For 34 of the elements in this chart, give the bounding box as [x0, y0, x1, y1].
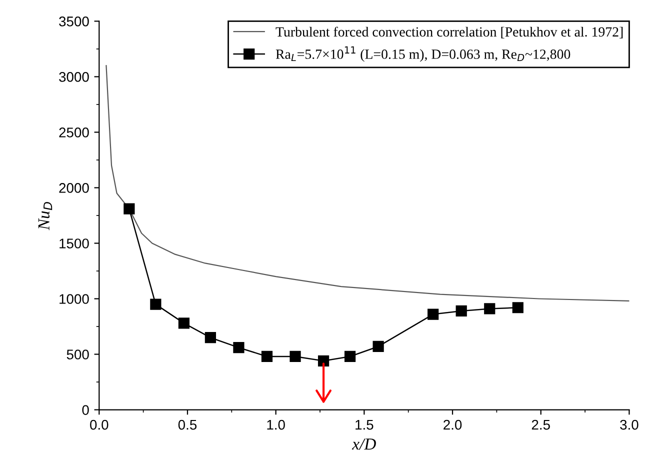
- text: 3.0: [620, 420, 638, 430]
- point: [456, 305, 467, 317]
- point: [318, 355, 330, 366]
- point: [512, 302, 524, 314]
- point: [484, 303, 496, 314]
- text: 0.0: [90, 420, 108, 430]
- x-tick-label: 1.5: [356, 420, 374, 430]
- y-axis-title: Nu$_{D}$: [38, 202, 52, 230]
- point: [261, 350, 273, 362]
- y-tick-label: 0: [82, 405, 89, 415]
- y-tick-label: 3500: [59, 16, 89, 26]
- y-tick-label: 1000: [60, 294, 89, 304]
- y-tick-label: 2000: [59, 183, 89, 193]
- legend-label: Turbulent forced convection correlation [Petukhov et al. 1972]: [276, 26, 623, 38]
- point: [372, 340, 384, 352]
- point: [233, 342, 244, 354]
- point: [150, 298, 162, 310]
- y-tick-label: 2500: [59, 128, 89, 138]
- point: [344, 350, 356, 362]
- x-tick-label: 2.5: [532, 420, 550, 430]
- line-series: [106, 65, 630, 302]
- y-tick-label: 500: [66, 350, 89, 360]
- point: [124, 203, 135, 214]
- y-tick-label: 3000: [59, 72, 89, 82]
- x-tick-label: 0.5: [178, 420, 197, 430]
- x-axis-title: x/D: [352, 438, 376, 450]
- text: 2.0: [444, 420, 462, 430]
- point: [178, 318, 190, 329]
- point: [428, 308, 439, 320]
- y-tick-label: 1500: [60, 238, 89, 248]
- point: [204, 332, 216, 344]
- point: [290, 350, 301, 362]
- legend-label: Ra$_{L}$=5.7×10$^{11}$ (L=0.15 m), D=0.063 m, Re$_{D}$~12,800: [276, 46, 570, 62]
- text: 1.0: [267, 420, 285, 430]
